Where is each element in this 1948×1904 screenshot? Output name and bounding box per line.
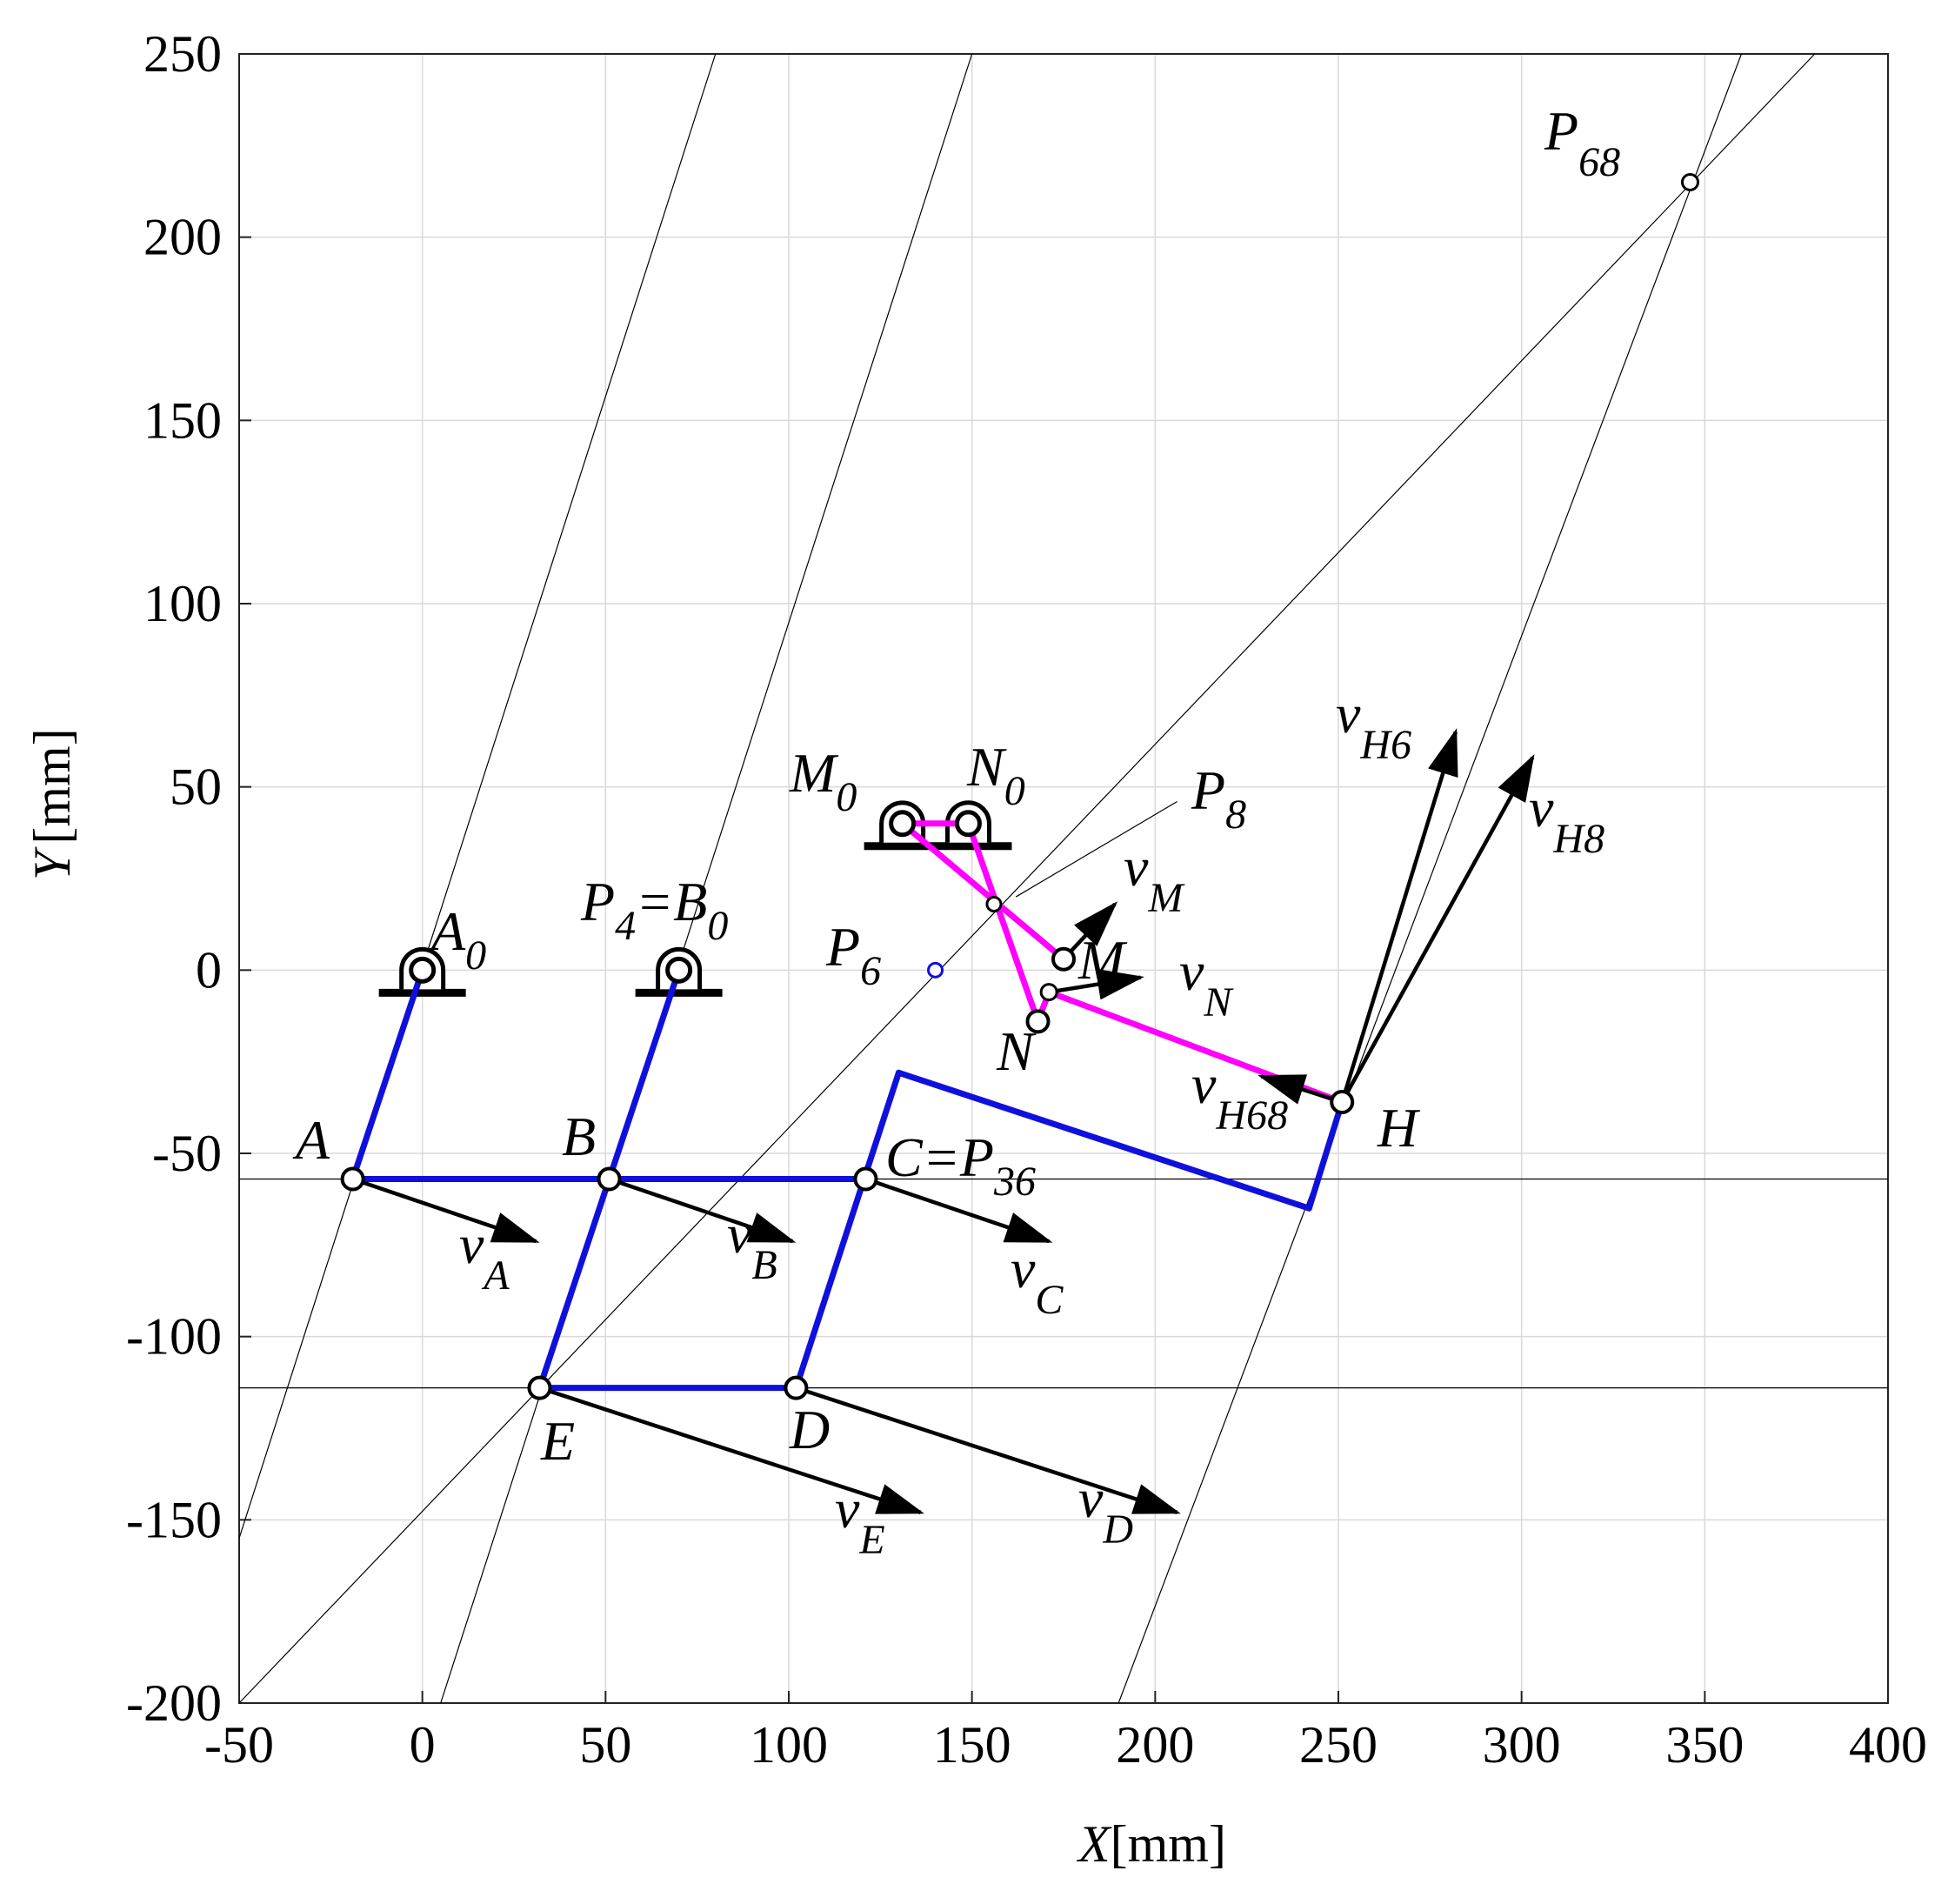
y-tick-label: -50	[152, 1125, 222, 1182]
velocity-arrow	[608, 1177, 797, 1244]
velocity-arrow	[1340, 728, 1458, 1103]
velocity-vectors	[351, 728, 1535, 1515]
labels: A0 P4=B0 M0 N0 P8 P6 P68 M N A B C=P36 E…	[292, 100, 1620, 1563]
label-h: H	[1377, 1097, 1421, 1159]
label-p6: P6	[825, 916, 881, 994]
x-axis-unit: [mm]	[1111, 1815, 1226, 1873]
x-tick-label: 250	[1299, 1716, 1378, 1774]
x-tick-label: 150	[933, 1716, 1011, 1774]
construction-line	[1015, 801, 1177, 898]
label-v-b: vB	[727, 1203, 777, 1288]
joint-a0	[409, 956, 437, 984]
x-tick-label: 200	[1116, 1716, 1194, 1774]
pole-p8-marker	[985, 895, 1003, 912]
joint-e	[527, 1375, 552, 1400]
grid	[238, 53, 1889, 1704]
velocity-arrow	[1062, 901, 1118, 961]
velocity-arrow	[795, 1386, 1181, 1515]
y-tick-label: 150	[143, 391, 222, 449]
y-tick-label: 50	[170, 758, 222, 816]
construction-lines	[238, 53, 1888, 1704]
y-tick-label: 100	[143, 575, 222, 632]
x-tick-label: 0	[410, 1716, 436, 1774]
joints	[340, 172, 1699, 1400]
construction-line	[440, 53, 973, 1704]
x-tick-label: 350	[1665, 1716, 1744, 1774]
joint-m0	[889, 810, 917, 838]
label-v-n: vN	[1179, 940, 1234, 1025]
construction-line	[1117, 53, 1743, 1704]
label-p68: P68	[1544, 100, 1620, 185]
velocity-arrow	[1048, 968, 1144, 1000]
velocity-arrow	[864, 1177, 1053, 1244]
label-a: A	[292, 1109, 330, 1171]
magenta-link-N0-N	[964, 820, 1042, 1025]
label-v-a: vA	[459, 1213, 510, 1299]
x-axis-label: X[mm]	[1077, 1815, 1226, 1873]
label-v-h8: vH8	[1529, 777, 1604, 862]
magenta-link-M0-M	[899, 820, 1067, 963]
blue-link-frameTop-frameBottom	[895, 1069, 1312, 1212]
joint-b	[597, 1166, 622, 1192]
joint-a	[340, 1166, 365, 1192]
label-d: D	[789, 1399, 830, 1460]
y-tick-label: 0	[196, 941, 222, 999]
y-axis-label: Y[mm]	[23, 728, 81, 880]
pole-p6-marker	[927, 961, 944, 979]
label-m: M	[1077, 929, 1128, 991]
construction-line	[238, 53, 1816, 1704]
blue-link-A0-A	[350, 966, 426, 1182]
pole-p68-marker	[1680, 172, 1699, 191]
joint-mid	[1039, 983, 1058, 1002]
velocity-arrow	[538, 1386, 924, 1515]
velocity-arrow	[1340, 754, 1535, 1104]
x-tick-label: 100	[750, 1716, 828, 1774]
label-c: C=P36	[885, 1126, 1036, 1205]
x-tick-label: -50	[204, 1716, 274, 1774]
x-tick-label: 300	[1483, 1716, 1561, 1774]
label-v-e: vE	[835, 1478, 885, 1563]
label-v-d: vD	[1078, 1467, 1133, 1553]
label-v-h68: vH68	[1191, 1053, 1288, 1139]
y-axis-var: Y	[23, 846, 81, 880]
label-p4-b0: P4=B0	[580, 871, 728, 949]
joint-b0	[665, 956, 693, 984]
y-tick-label: -100	[126, 1308, 222, 1366]
label-n: N	[996, 1020, 1037, 1082]
x-axis-var: X	[1077, 1815, 1112, 1873]
label-e: E	[540, 1410, 575, 1472]
label-n0: N0	[966, 736, 1025, 814]
x-tick-label: 50	[579, 1716, 631, 1774]
label-p8: P8	[1191, 759, 1246, 838]
joint-n	[1025, 1009, 1051, 1034]
label-v-h6: vH6	[1336, 683, 1411, 768]
tick-labels: -50 0 50 100 150 200 250 300 350 400 -200 -150 -100 -…	[126, 25, 1927, 1774]
velocity-arrow	[351, 1177, 540, 1244]
blue-link-frameBottom-H	[1305, 1099, 1345, 1212]
joint-m	[1051, 946, 1076, 972]
joint-h	[1330, 1090, 1355, 1115]
plot-frame	[238, 53, 1889, 1704]
y-tick-label: 250	[143, 25, 222, 83]
label-b: B	[562, 1106, 596, 1167]
label-v-c: vC	[1011, 1238, 1064, 1323]
joint-n0	[954, 810, 982, 838]
blue-link-D-frameTop	[792, 1069, 902, 1392]
y-tick-label: -150	[126, 1491, 222, 1548]
y-tick-label: -200	[126, 1674, 222, 1732]
x-tick-label: 400	[1849, 1716, 1927, 1774]
construction-line	[238, 53, 717, 1539]
joint-c	[853, 1166, 878, 1192]
joint-d	[784, 1375, 809, 1400]
label-v-m: vM	[1124, 836, 1185, 921]
y-axis-unit: [mm]	[23, 728, 81, 844]
label-a0: A0	[428, 900, 486, 979]
velocity-arrow	[1258, 1074, 1343, 1105]
label-m0: M0	[789, 742, 857, 820]
y-tick-label: 200	[143, 209, 222, 266]
